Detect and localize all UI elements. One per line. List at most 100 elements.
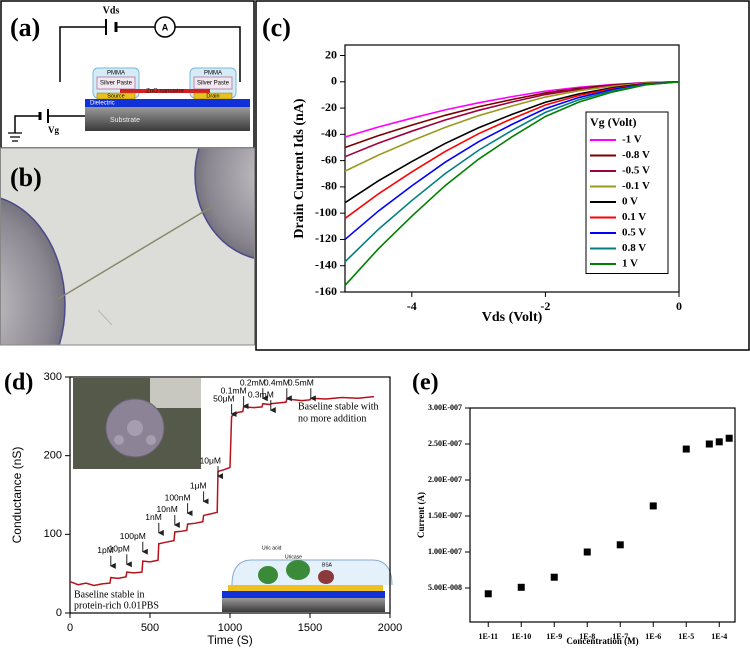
panel-label: (c): [262, 13, 291, 42]
annotation: 10μM: [200, 455, 221, 465]
legend-label: 0.8 V: [622, 242, 646, 254]
legend-label: 0 V: [622, 196, 638, 208]
x-tick-label: 1000: [218, 622, 242, 634]
annotation: 10nM: [157, 504, 178, 514]
annotation: 1pM: [97, 545, 114, 555]
x-tick-label: -2: [540, 299, 550, 313]
inset-label: Uric acid: [262, 545, 282, 551]
nanowire: [57, 205, 214, 300]
x-tick-label: 1E-10: [511, 632, 531, 641]
x-axis-label: Vds (Volt): [482, 310, 543, 325]
y-axis-label: Drain Current Ids (nA): [292, 98, 307, 238]
dielectric-label: Dielectric: [90, 101, 115, 107]
x-tick-label: 0: [676, 299, 682, 313]
note: protein-rich 0.01PBS: [74, 600, 159, 611]
y-tick-label: -140: [315, 257, 337, 271]
x-tick-label: 1E-8: [579, 632, 595, 641]
panel-label: (b): [10, 163, 42, 192]
x-tick-label: 1E-5: [678, 632, 694, 641]
panel-label: (e): [412, 370, 439, 396]
legend-label: 0.5 V: [622, 227, 646, 239]
data-point: [517, 583, 525, 591]
panel-d-insets: Uric acid Uricase BSA: [73, 378, 393, 613]
ammeter-label: A: [162, 22, 169, 32]
source-label: Source: [107, 93, 124, 99]
substrate-label: Substrate: [110, 117, 140, 124]
electrode: [194, 148, 255, 260]
data-point: [583, 548, 591, 556]
x-tick-label: 1E-7: [612, 632, 628, 641]
inset-label: Uricase: [285, 554, 302, 560]
y-tick-label: 5.00E-008: [428, 583, 462, 592]
y-axis-label: Current (A): [416, 492, 426, 538]
data-point: [616, 541, 624, 549]
y-tick-label: -60: [321, 152, 337, 166]
y-tick-label: 2.00E-007: [428, 475, 462, 484]
wire: [59, 26, 241, 82]
inset-photo-corner: [150, 378, 201, 408]
x-tick-label: 2000: [378, 622, 402, 634]
enzyme: [258, 566, 278, 584]
inset-device: [127, 420, 143, 436]
note: no more addition: [298, 413, 366, 424]
chart: (e) 5.00E-008 1.00E-007 1.50E-007 2.00E-007 2…: [412, 370, 736, 646]
legend-label: -0.8 V: [622, 149, 650, 161]
pmma-label: PMMA: [107, 71, 125, 77]
y-tick-label: 0: [331, 74, 337, 88]
y-tick-label: 1.50E-007: [428, 511, 462, 520]
annotation: 0.3mM: [248, 389, 274, 399]
y-axis-label: Conductance (nS): [10, 447, 24, 544]
y-tick-label: 200: [44, 450, 62, 462]
y-tick-label: 20: [325, 47, 337, 61]
data-point: [725, 434, 733, 442]
legend-title: Vg (Volt): [590, 115, 637, 129]
panel-frame: [0, 147, 255, 346]
silver-paste-label: Silver Paste: [197, 81, 230, 87]
y-tick-label: -160: [315, 284, 337, 298]
y-tick-label: 300: [44, 371, 62, 383]
y-tick-label: -100: [315, 205, 337, 219]
data-point: [550, 573, 558, 581]
x-axis-label: Time (S): [207, 633, 253, 647]
x-axis-label: Concentration (M): [566, 636, 638, 646]
legend-label: 1 V: [622, 258, 638, 270]
y-tick-label: 3.00E-007: [428, 403, 462, 412]
plot-frame: [469, 407, 736, 623]
y-tick-label: -40: [321, 126, 337, 140]
legend-box: [585, 111, 669, 274]
y-tick-label: 100: [44, 528, 62, 540]
panel-label: (d): [4, 370, 33, 396]
electrode-layer: [228, 585, 383, 591]
electrode: [0, 197, 66, 345]
data-point: [682, 445, 690, 453]
scratch: [97, 309, 113, 326]
drain-label: Drain: [206, 93, 219, 99]
annotation: 0.4mM: [264, 378, 290, 388]
data-point: [705, 440, 713, 448]
ground: [8, 132, 22, 142]
inset-device: [146, 435, 156, 445]
pmma: [231, 559, 393, 586]
nanowire-label: ZnO nanowire: [146, 89, 184, 95]
x-tick-label: 1E-6: [645, 632, 661, 641]
annotation: 0.1mM: [221, 385, 247, 395]
note: Baseline stable with: [298, 401, 379, 412]
annotation: 50μM: [213, 393, 234, 403]
substrate: [222, 598, 385, 612]
x-tick-label: 500: [141, 622, 159, 634]
plot-frame: [344, 44, 680, 293]
panel-label: (a): [10, 13, 40, 42]
annotation: 0.2mM: [240, 378, 266, 388]
x-tick-label: 1500: [298, 622, 322, 634]
data-line: [69, 395, 375, 587]
data-line: [344, 80, 680, 172]
x-tick-label: -4: [407, 299, 417, 313]
data-line: [344, 80, 680, 286]
x-tick-label: 1E-4: [711, 632, 727, 641]
data-point: [715, 438, 723, 446]
annotation: 100pM: [120, 531, 146, 541]
silver-paste: [96, 76, 136, 90]
chart: (d) 0 100 200 300 0 500 1000 1500 2000 Time (S) Con…: [4, 370, 402, 648]
nanowire: [120, 89, 210, 93]
